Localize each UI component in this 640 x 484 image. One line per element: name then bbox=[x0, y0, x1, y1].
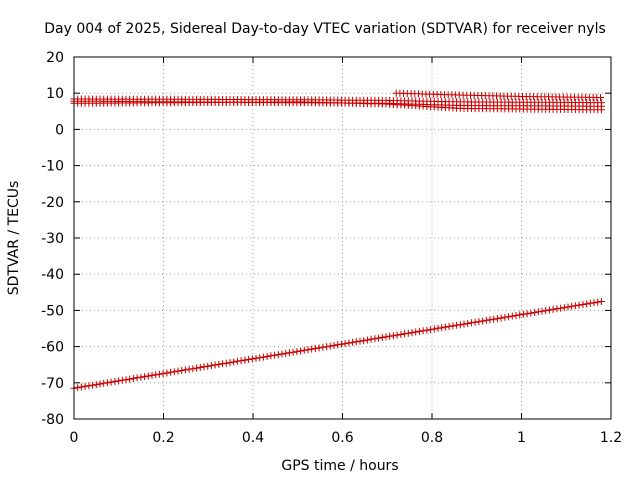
x-tick-label: 0.6 bbox=[331, 430, 353, 446]
x-tick-label: 0 bbox=[70, 430, 79, 446]
y-tick-label: -40 bbox=[41, 267, 64, 283]
x-axis-label: GPS time / hours bbox=[281, 458, 398, 474]
chart-title: Day 004 of 2025, Sidereal Day-to-day VTE… bbox=[44, 21, 606, 37]
y-tick-label: -20 bbox=[41, 195, 64, 211]
x-tick-label: 0.4 bbox=[242, 430, 264, 446]
y-axis-label: SDTVAR / TECUs bbox=[6, 181, 22, 296]
plus-markers bbox=[392, 89, 604, 101]
y-tick-label: 10 bbox=[46, 86, 64, 102]
y-tick-label: -30 bbox=[41, 231, 64, 247]
x-tick-label: 1 bbox=[517, 430, 526, 446]
y-tick-label: -80 bbox=[41, 412, 64, 428]
y-tick-label: -50 bbox=[41, 303, 64, 319]
series-upper-band-D bbox=[392, 89, 604, 101]
x-tick-label: 0.2 bbox=[152, 430, 174, 446]
y-tick-label: -70 bbox=[41, 376, 64, 392]
grid-lines bbox=[74, 57, 611, 419]
y-tick-label: 20 bbox=[46, 50, 64, 66]
x-tick-label: 0.8 bbox=[421, 430, 443, 446]
y-tick-label: 0 bbox=[55, 122, 64, 138]
y-tick-label: -60 bbox=[41, 340, 64, 356]
y-tick-label: -10 bbox=[41, 159, 64, 175]
x-tick-label: 1.2 bbox=[600, 430, 622, 446]
axis-ticks: 0 0.2 0.4 0.6 0.8 1 1.2 20 10 0 -10 -20 -30 -40 -50 -60… bbox=[41, 50, 622, 446]
